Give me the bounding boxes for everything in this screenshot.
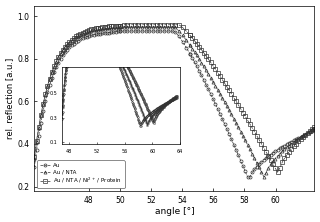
Au / NTA / Ni$^{2+}$ / Protein [65, 43, 69, 45]
Au [211, 97, 215, 100]
Y-axis label: rel. reflection [a.u.]: rel. reflection [a.u.] [5, 57, 14, 139]
Au / NTA / Ni$^{2+}$ / Protein [285, 153, 289, 156]
Au / NTA / Ni$^{2+}$ / Protein [32, 155, 36, 158]
Au [65, 48, 69, 51]
Au [313, 129, 316, 131]
Au / NTA [90, 30, 93, 32]
Au / NTA / Ni$^{2+}$ / Protein [122, 23, 125, 26]
Legend: Au, Au / NTA, Au / NTA / Ni$^{2+}$ / Protein: Au, Au / NTA, Au / NTA / Ni$^{2+}$ / Pro… [37, 160, 124, 188]
Au / NTA [116, 26, 120, 28]
Au / NTA [32, 158, 36, 160]
X-axis label: angle [°]: angle [°] [155, 207, 194, 216]
Au / NTA / Ni$^{2+}$ / Protein [133, 23, 137, 26]
Au / NTA / Ni$^{2+}$ / Protein [114, 25, 117, 27]
Au / NTA [65, 44, 69, 46]
Au [114, 31, 117, 34]
Au [285, 143, 289, 146]
Line: Au / NTA: Au / NTA [33, 25, 316, 178]
Au / NTA / Ni$^{2+}$ / Protein [90, 28, 93, 31]
Au / NTA [285, 146, 289, 149]
Au [90, 34, 93, 37]
Line: Au: Au [33, 30, 316, 178]
Au [133, 30, 137, 32]
Au [32, 166, 36, 169]
Line: Au / NTA / Ni$^{2+}$ / Protein: Au / NTA / Ni$^{2+}$ / Protein [33, 23, 316, 174]
Au [246, 176, 250, 178]
Au / NTA [133, 26, 137, 28]
Au / NTA / Ni$^{2+}$ / Protein [276, 171, 279, 174]
Au / NTA [313, 127, 316, 129]
Au / NTA / Ni$^{2+}$ / Protein [313, 126, 316, 128]
Au [116, 30, 120, 32]
Au / NTA / Ni$^{2+}$ / Protein [211, 64, 215, 67]
Au / NTA [262, 175, 266, 178]
Au / NTA [114, 26, 117, 29]
Au / NTA [211, 80, 215, 83]
